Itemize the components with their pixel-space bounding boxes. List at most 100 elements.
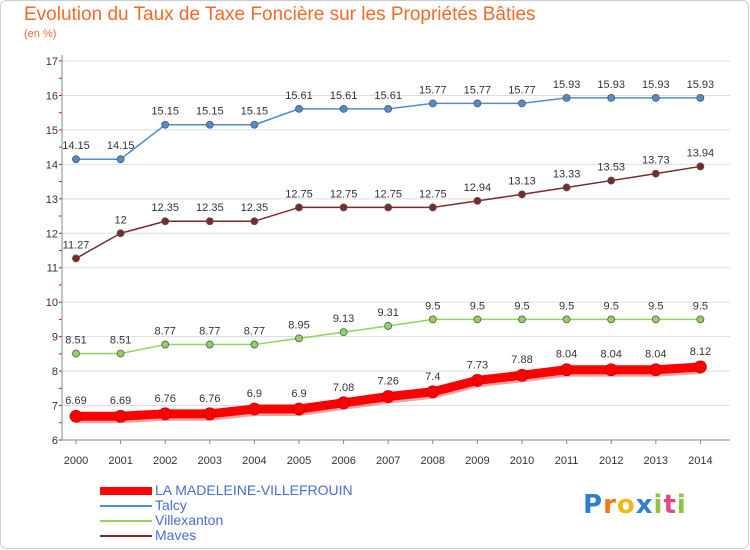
data-point [694, 360, 707, 374]
data-label: 8.04 [645, 349, 666, 361]
data-label: 15.61 [285, 90, 313, 102]
data-label: 8.12 [690, 346, 711, 358]
data-point [295, 334, 303, 343]
data-point [651, 315, 660, 324]
data-label: 6.69 [110, 395, 131, 407]
logo-letter: x [635, 490, 654, 520]
y-tick-label: 7 [52, 401, 58, 413]
data-label: 15.61 [330, 90, 358, 102]
data-point [337, 396, 351, 410]
logo-letter: t [663, 490, 677, 520]
data-point [518, 315, 526, 324]
data-point [384, 203, 393, 212]
data-point [116, 349, 125, 358]
data-point [116, 229, 125, 238]
logo-letter: i [653, 490, 664, 520]
data-point [607, 176, 616, 185]
x-tick-label: 2010 [510, 455, 534, 467]
chart-title: Evolution du Taux de Taxe Foncière sur l… [24, 4, 536, 25]
data-point [250, 340, 259, 349]
data-label: 9.5 [559, 300, 574, 312]
y-tick-label: 9 [52, 332, 58, 344]
data-point [69, 409, 83, 423]
data-point [604, 363, 618, 377]
proxiti-logo: Proxiti [583, 490, 687, 520]
data-label: 7.88 [511, 354, 532, 366]
data-label: 14.15 [107, 140, 135, 152]
data-label: 15.77 [464, 84, 492, 96]
y-tick-label: 6 [52, 435, 58, 447]
data-point [292, 402, 306, 416]
data-label: 14.15 [62, 140, 90, 152]
data-point [696, 162, 705, 171]
data-point [295, 203, 303, 212]
data-label: 8.77 [154, 326, 175, 338]
data-label: 6.69 [65, 395, 86, 407]
data-point [161, 120, 170, 129]
data-label: 6.9 [291, 388, 306, 400]
data-point [339, 104, 348, 113]
data-label: 12.35 [196, 202, 224, 214]
data-point [428, 203, 437, 212]
data-point [696, 93, 705, 102]
data-point [651, 93, 660, 102]
data-point [473, 315, 482, 324]
data-label: 9.5 [425, 300, 440, 312]
legend-label: Talcy [155, 497, 187, 513]
logo-letter: i [676, 490, 687, 520]
y-tick-label: 13 [46, 194, 58, 206]
data-point [518, 190, 526, 199]
data-label: 12.35 [241, 202, 269, 214]
data-label: 15.93 [553, 79, 581, 91]
data-label: 15.15 [151, 106, 179, 118]
data-point [384, 104, 393, 113]
data-label: 9.5 [604, 300, 619, 312]
data-label: 13.94 [687, 147, 715, 159]
legend-swatch [100, 487, 152, 495]
y-tick-label: 16 [46, 90, 58, 102]
data-point [428, 99, 437, 108]
x-tick-label: 2007 [376, 455, 400, 467]
data-point [515, 368, 529, 382]
data-label: 9.5 [470, 300, 485, 312]
data-label: 8.51 [65, 335, 86, 347]
data-label: 7.08 [333, 382, 354, 394]
data-label: 7.4 [425, 371, 440, 383]
data-label: 11.27 [63, 239, 90, 251]
y-tick-label: 8 [52, 366, 58, 378]
data-label: 6.9 [247, 388, 262, 400]
x-tick-label: 2011 [555, 455, 579, 467]
data-point [205, 340, 214, 349]
data-point [428, 315, 437, 324]
data-label: 7.73 [467, 359, 488, 371]
data-label: 15.77 [419, 84, 447, 96]
data-point [562, 183, 571, 192]
data-point [205, 120, 214, 129]
data-label: 8.04 [600, 349, 621, 361]
data-point [381, 390, 395, 403]
y-tick-label: 15 [46, 125, 58, 137]
data-point [384, 322, 393, 330]
data-label: 9.5 [514, 300, 529, 312]
data-point [116, 155, 125, 164]
data-point [205, 217, 214, 226]
data-point [158, 407, 172, 421]
data-point [426, 385, 440, 399]
unit-label: (en %) [24, 28, 57, 40]
data-label: 9.31 [377, 307, 398, 319]
data-label: 6.76 [199, 393, 220, 405]
data-point [560, 363, 573, 377]
data-point [72, 155, 80, 164]
data-point [72, 349, 80, 358]
data-label: 15.15 [196, 106, 224, 118]
data-label: 6.76 [154, 393, 175, 405]
data-point [649, 363, 663, 377]
legend-label: LA MADELEINE-VILLEFROUIN [155, 482, 353, 498]
data-label: 15.93 [687, 79, 715, 91]
y-tick-label: 10 [46, 297, 58, 309]
data-label: 15.93 [597, 79, 625, 91]
data-label: 7.26 [377, 376, 398, 388]
x-tick-label: 2004 [242, 455, 266, 467]
data-point [161, 217, 170, 226]
